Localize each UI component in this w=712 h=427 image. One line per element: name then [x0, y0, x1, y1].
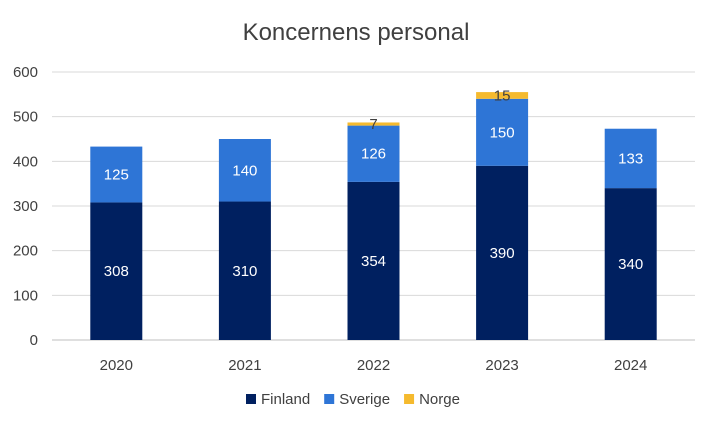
bar-sverige-2020 — [90, 146, 143, 203]
bar-finland-2020 — [90, 202, 143, 340]
y-tick-label: 0 — [30, 332, 38, 349]
bars — [90, 92, 657, 340]
data-label: 140 — [232, 162, 257, 179]
legend-label: Norge — [419, 391, 460, 408]
x-tick-label: 2024 — [614, 357, 647, 374]
data-label: 308 — [104, 263, 129, 280]
bar-finland-2023 — [476, 165, 529, 340]
bar-norge-2022 — [347, 122, 400, 126]
data-label: 340 — [618, 256, 643, 273]
bar-finland-2022 — [347, 181, 400, 340]
bar-norge-2023 — [476, 92, 529, 99]
data-label: 15 — [494, 87, 511, 104]
legend-swatch-sverige — [324, 394, 335, 404]
data-label: 126 — [361, 146, 386, 163]
data-label: 150 — [490, 124, 515, 141]
bar-sverige-2022 — [347, 125, 400, 182]
y-axis: 0 100 200 300 400 500 600 — [13, 64, 38, 349]
data-label: 354 — [361, 253, 386, 270]
legend-label: Sverige — [339, 391, 390, 408]
legend-swatch-norge — [404, 394, 415, 404]
y-tick-label: 300 — [13, 198, 38, 215]
x-tick-label: 2020 — [100, 357, 133, 374]
y-tick-label: 200 — [13, 243, 38, 260]
data-label: 390 — [490, 245, 515, 262]
legend: Finland Sverige Norge — [246, 391, 460, 408]
data-label: 7 — [369, 116, 377, 133]
bar-sverige-2023 — [476, 98, 529, 166]
y-tick-label: 600 — [13, 64, 38, 81]
y-tick-label: 500 — [13, 109, 38, 126]
data-label: 310 — [232, 263, 257, 280]
data-label: 133 — [618, 150, 643, 167]
y-tick-label: 100 — [13, 287, 38, 304]
legend-label: Finland — [261, 391, 310, 408]
bar-sverige-2024 — [604, 128, 657, 189]
data-labels: 308 125 310 140 354 126 7 390 150 15 340 133 — [104, 87, 643, 280]
x-tick-label: 2022 — [357, 357, 390, 374]
x-tick-label: 2021 — [228, 357, 261, 374]
x-axis: 2020 2021 2022 2023 2024 — [100, 357, 648, 374]
bar-sverige-2021 — [218, 139, 271, 202]
chart-title: Koncernens personal — [243, 19, 470, 46]
data-label: 125 — [104, 167, 129, 184]
x-tick-label: 2023 — [485, 357, 518, 374]
bar-finland-2021 — [218, 201, 271, 340]
legend-swatch-finland — [246, 394, 256, 404]
bar-finland-2024 — [604, 188, 657, 340]
y-tick-label: 400 — [13, 153, 38, 170]
